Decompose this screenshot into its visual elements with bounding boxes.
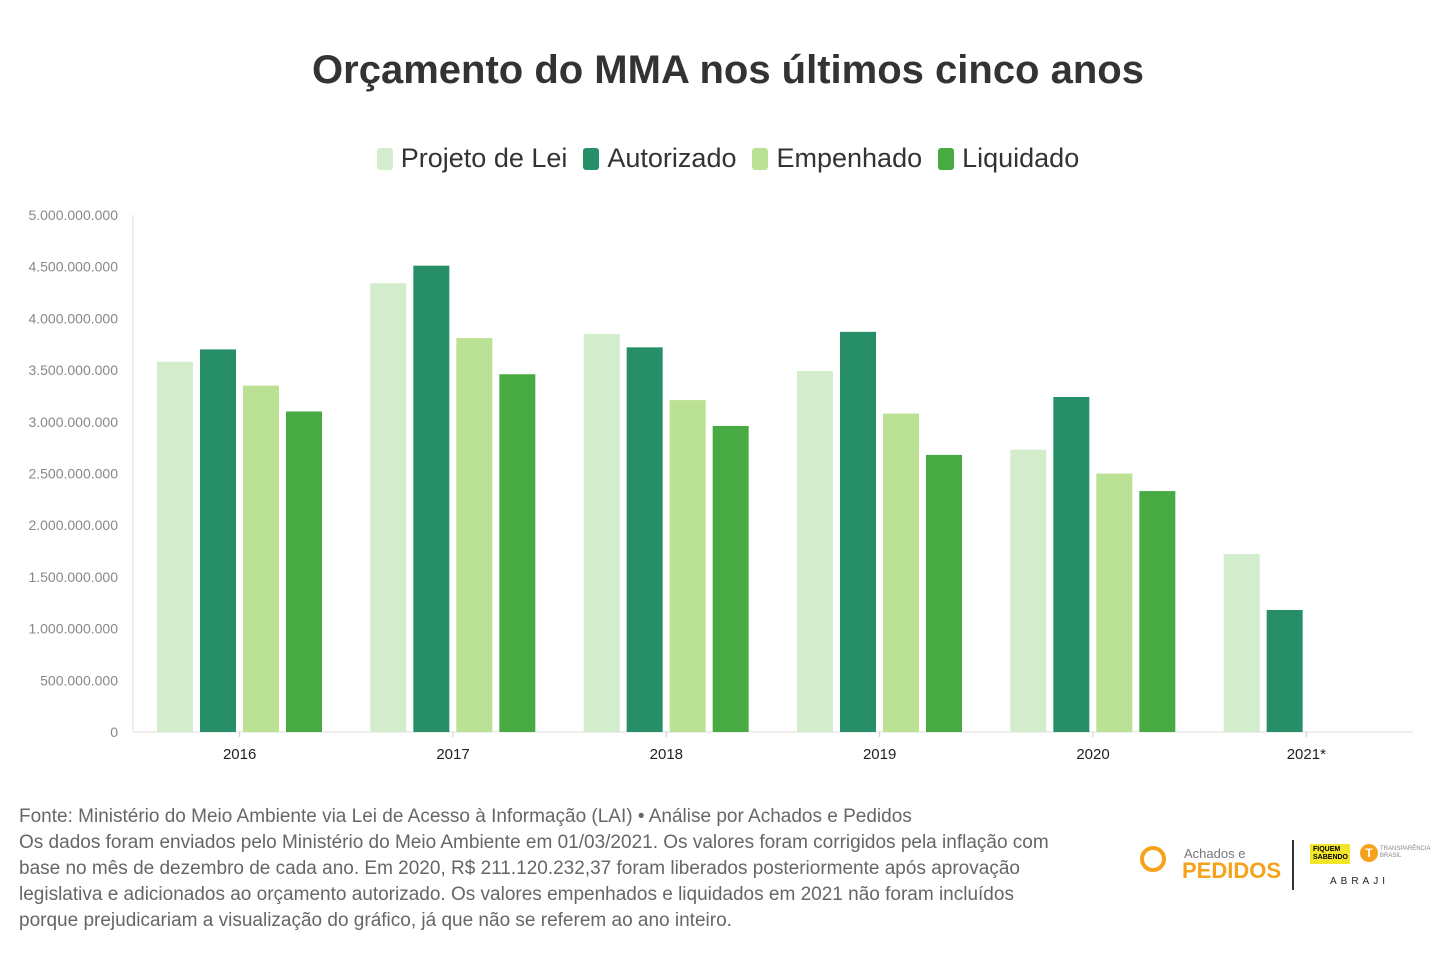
x-tick-label: 2021* [1287, 746, 1326, 763]
note-line: porque prejudicariam a visualização do g… [19, 910, 732, 931]
bar-autorizado [200, 349, 236, 732]
fiquem-sabendo-logo: FIQUEM SABENDO [1310, 844, 1350, 864]
legend-swatch [752, 147, 769, 170]
source-line: Fonte: Ministério do Meio Ambiente via L… [19, 806, 912, 827]
bar-empenhado [669, 400, 706, 732]
bar-empenhado [1096, 473, 1133, 732]
bar-autorizado [1266, 609, 1303, 732]
bar-projeto-de-lei [583, 333, 620, 732]
legend: Projeto de Lei Autorizado Empenhado Liqu… [0, 143, 1456, 174]
legend-item[interactable]: Autorizado [583, 143, 736, 174]
bar-autorizado [413, 265, 450, 732]
bar-chart: 0 500.000.000 1.000.000.000 1.500.000.000 2.… [28, 207, 1413, 763]
x-tick-label: 2016 [223, 746, 256, 763]
bar-liquidado [712, 425, 749, 732]
abraji-logo: ABRAJI [1330, 876, 1390, 887]
y-tick-label: 1.000.000.000 [28, 621, 118, 637]
y-tick-label: 4.500.000.000 [28, 259, 118, 275]
y-tick-label: 0 [110, 724, 118, 740]
y-tick-label: 1.500.000.000 [28, 569, 118, 585]
legend-label: Empenhado [776, 143, 923, 173]
legend-swatch [938, 147, 955, 170]
bar-liquidado [499, 374, 536, 732]
source-notes: Fonte: Ministério do Meio Ambiente via L… [19, 804, 1099, 934]
y-tick-label: 5.000.000.000 [28, 207, 118, 223]
legend-label: Autorizado [607, 143, 737, 173]
note-line: base no mês de dezembro de cada ano. Em … [19, 858, 1020, 879]
bar-autorizado [840, 331, 876, 732]
legend-item[interactable]: Liquidado [938, 143, 1079, 174]
bar-projeto-de-lei [797, 371, 833, 732]
bar-autorizado [626, 347, 663, 732]
legend-label: Projeto de Lei [400, 143, 568, 173]
logo-divider [1292, 840, 1294, 890]
transparencia-logo: TRANSPARÊNCIA BRASIL [1380, 846, 1431, 859]
bar-projeto-de-lei [157, 361, 193, 732]
partner-logos: Achados e PEDIDOS FIQUEM SABENDO T TRANS… [1134, 836, 1434, 896]
pedidos-logo-text: PEDIDOS [1182, 858, 1282, 883]
bar-empenhado [456, 338, 493, 732]
magnifier-icon [1140, 846, 1166, 872]
bar-liquidado [926, 454, 962, 732]
bar-empenhado [243, 385, 279, 732]
legend-label: Liquidado [962, 143, 1080, 173]
achados-logo-text: Achados e [1184, 846, 1246, 861]
x-tick-label: 2017 [436, 746, 469, 763]
legend-swatch [376, 147, 393, 170]
transparencia-icon: T [1360, 844, 1378, 862]
y-tick-label: 2.500.000.000 [28, 466, 118, 482]
bar-projeto-de-lei [370, 283, 407, 732]
bar-projeto-de-lei [1223, 554, 1260, 732]
x-tick-label: 2019 [863, 746, 896, 763]
y-tick-label: 500.000.000 [40, 672, 118, 688]
y-tick-label: 3.500.000.000 [28, 362, 118, 378]
bar-projeto-de-lei [1010, 449, 1047, 732]
x-tick-label: 2018 [650, 746, 683, 763]
legend-item[interactable]: Empenhado [752, 143, 922, 174]
bar-empenhado [883, 413, 919, 732]
note-line: Os dados foram enviados pelo Ministério … [19, 832, 1049, 853]
y-tick-label: 4.000.000.000 [28, 310, 118, 326]
legend-item[interactable]: Projeto de Lei [376, 143, 568, 174]
bar-liquidado [286, 411, 322, 732]
bar-autorizado [1053, 396, 1090, 732]
legend-swatch [583, 147, 600, 170]
bar-liquidado [1139, 491, 1176, 732]
chart-title: Orçamento do MMA nos últimos cinco anos [312, 48, 1144, 92]
x-tick-label: 2020 [1076, 746, 1109, 763]
y-tick-label: 2.000.000.000 [28, 517, 118, 533]
note-line: legislativa e adicionados ao orçamento a… [19, 884, 1014, 905]
y-tick-label: 3.000.000.000 [28, 414, 118, 430]
